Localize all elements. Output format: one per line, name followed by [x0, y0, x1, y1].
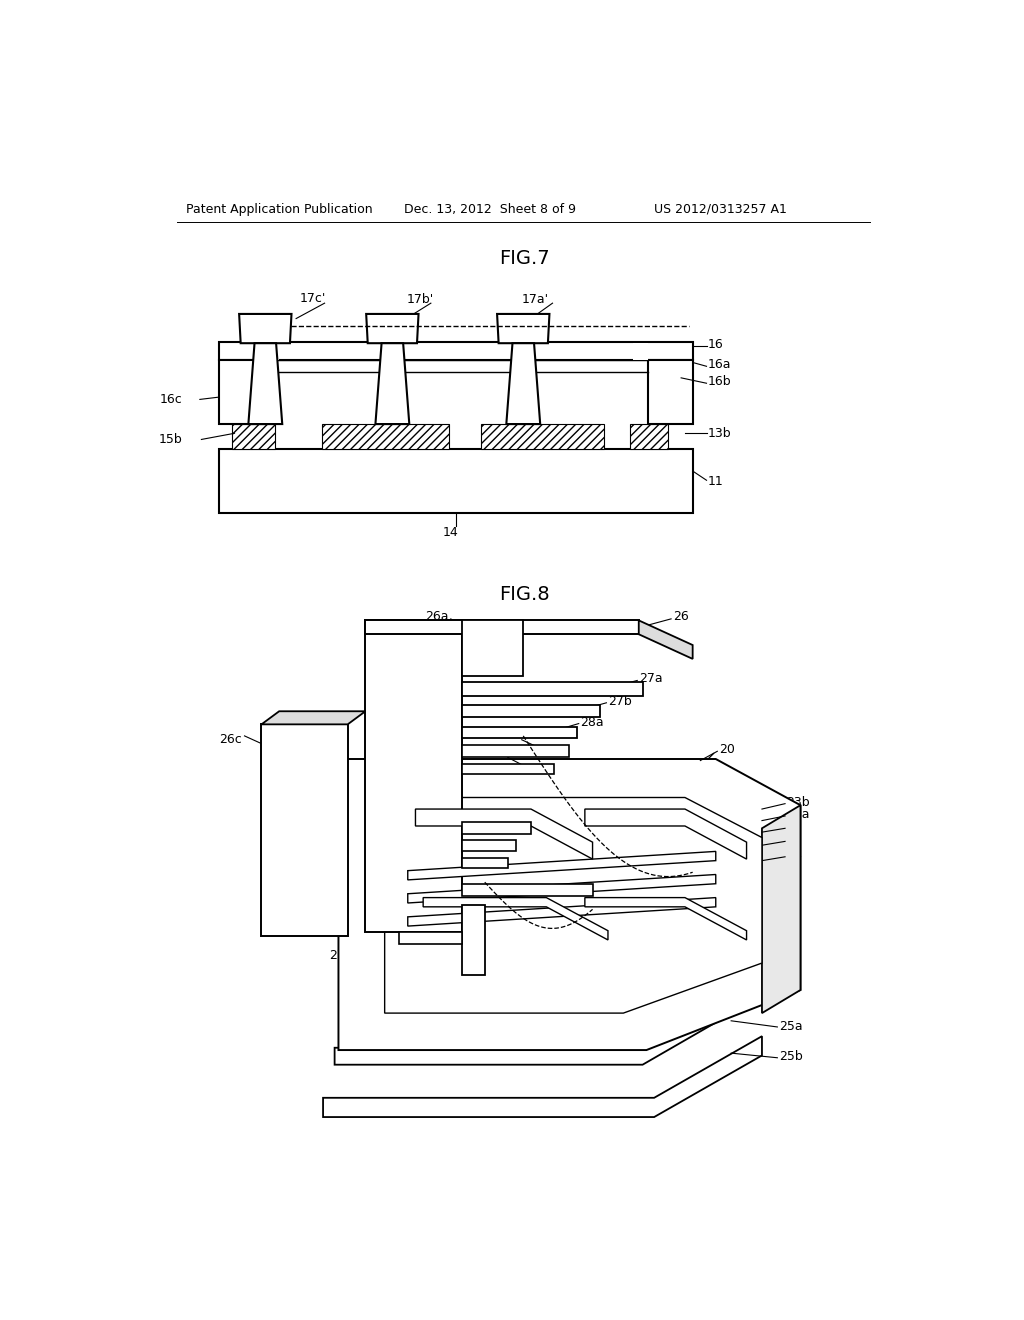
Text: 22: 22: [786, 833, 803, 846]
Polygon shape: [367, 314, 419, 343]
Text: 26b: 26b: [411, 829, 434, 842]
Polygon shape: [462, 726, 578, 738]
Text: 17b': 17b': [407, 293, 433, 306]
Polygon shape: [249, 343, 283, 424]
Text: 23b: 23b: [786, 796, 810, 809]
Polygon shape: [323, 1036, 762, 1117]
Polygon shape: [335, 990, 742, 1065]
Bar: [648, 360, 692, 424]
Text: 14: 14: [442, 527, 458, 539]
Polygon shape: [240, 314, 292, 343]
Text: 24: 24: [786, 849, 803, 862]
Bar: [219, 449, 692, 512]
Polygon shape: [462, 705, 600, 718]
Text: 13b: 13b: [708, 426, 732, 440]
Text: 28b: 28b: [403, 846, 428, 859]
Polygon shape: [423, 898, 608, 940]
Polygon shape: [408, 874, 716, 903]
Text: US 2012/0313257 A1: US 2012/0313257 A1: [654, 203, 787, 215]
Polygon shape: [408, 898, 716, 927]
Text: 26c: 26c: [219, 733, 242, 746]
Polygon shape: [385, 797, 762, 1014]
Bar: [232, 424, 274, 449]
Text: 26: 26: [673, 610, 688, 623]
Polygon shape: [462, 858, 508, 869]
Text: Dec. 13, 2012  Sheet 8 of 9: Dec. 13, 2012 Sheet 8 of 9: [403, 203, 575, 215]
Text: 16: 16: [708, 338, 724, 351]
Text: 23a: 23a: [786, 808, 810, 821]
Polygon shape: [261, 725, 348, 936]
Text: 17c': 17c': [300, 292, 327, 305]
Text: 28a: 28a: [581, 715, 604, 729]
Text: 27b: 27b: [608, 694, 632, 708]
Polygon shape: [416, 809, 593, 859]
Text: 16b: 16b: [708, 375, 732, 388]
Polygon shape: [339, 759, 801, 1051]
Text: 17a': 17a': [521, 293, 549, 306]
Text: 15b: 15b: [159, 433, 183, 446]
Polygon shape: [462, 744, 569, 758]
Bar: [630, 424, 668, 449]
Text: 25a: 25a: [779, 1019, 803, 1032]
Polygon shape: [261, 711, 366, 725]
Polygon shape: [639, 620, 692, 659]
Polygon shape: [585, 898, 746, 940]
Polygon shape: [366, 620, 639, 635]
Text: Patent Application Publication: Patent Application Publication: [186, 203, 373, 215]
Polygon shape: [497, 314, 550, 343]
Polygon shape: [366, 620, 462, 932]
Text: 27c: 27c: [330, 949, 352, 962]
Text: 27b: 27b: [419, 813, 442, 825]
Text: 16c: 16c: [160, 393, 183, 407]
Polygon shape: [462, 763, 554, 775]
Polygon shape: [462, 822, 531, 834]
Bar: [481, 424, 604, 449]
Text: FIG.7: FIG.7: [500, 249, 550, 268]
Text: 25b: 25b: [779, 1051, 803, 1064]
Bar: [219, 342, 692, 360]
Polygon shape: [462, 906, 484, 974]
Text: 27a: 27a: [639, 672, 663, 685]
Text: 11: 11: [708, 475, 724, 488]
Text: FIG.8: FIG.8: [500, 585, 550, 603]
Text: 28b: 28b: [386, 747, 410, 760]
Polygon shape: [762, 805, 801, 1014]
Bar: [219, 360, 264, 424]
Text: 26b: 26b: [400, 730, 424, 742]
Text: 21: 21: [786, 820, 803, 833]
Polygon shape: [462, 840, 515, 851]
Polygon shape: [376, 343, 410, 424]
Polygon shape: [398, 932, 462, 944]
Polygon shape: [585, 809, 746, 859]
Polygon shape: [462, 620, 523, 676]
Bar: [264, 343, 280, 360]
Polygon shape: [462, 682, 643, 696]
Polygon shape: [506, 343, 541, 424]
Text: 20: 20: [719, 743, 734, 756]
Polygon shape: [462, 884, 593, 896]
Polygon shape: [408, 851, 716, 880]
Bar: [322, 424, 449, 449]
Text: 16a: 16a: [708, 358, 731, 371]
Text: 28c: 28c: [377, 898, 399, 911]
Text: 26a: 26a: [425, 610, 449, 623]
Bar: [633, 343, 648, 360]
